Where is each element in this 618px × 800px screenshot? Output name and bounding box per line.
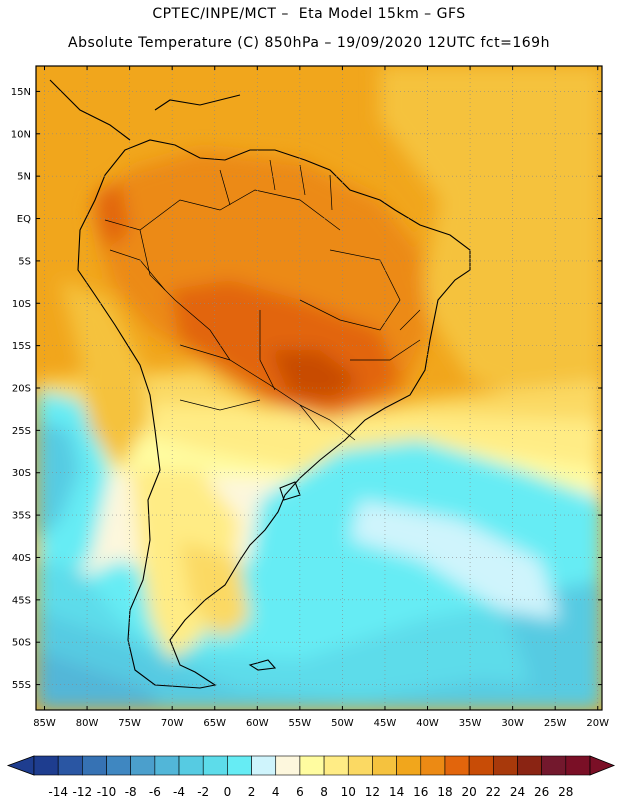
colorbar-label: -8 xyxy=(125,785,137,799)
lon-label: 45W xyxy=(374,718,397,729)
colorbar-swatch xyxy=(106,755,131,776)
colorbar-swatch xyxy=(251,755,277,776)
colorbar xyxy=(6,755,616,776)
lat-label: 10N xyxy=(11,129,31,140)
colorbar-label: 0 xyxy=(224,785,232,799)
lon-label: 65W xyxy=(203,718,226,729)
axis-ticks xyxy=(36,66,602,710)
map-title-line-1: CPTEC/INPE/MCT – Eta Model 15km – GFS xyxy=(152,6,466,22)
colorbar-swatch xyxy=(541,755,567,776)
colorbar-label: 6 xyxy=(296,785,304,799)
map-title-line-2: Absolute Temperature (C) 850hPa – 19/09/… xyxy=(68,35,550,51)
lon-label: 25W xyxy=(544,718,567,729)
colorbar-label: 10 xyxy=(341,785,356,799)
colorbar-swatch xyxy=(130,755,156,776)
lon-label: 80W xyxy=(76,718,99,729)
colorbar-swatch xyxy=(323,755,349,776)
lon-label: 30W xyxy=(501,718,524,729)
lat-label: 20S xyxy=(12,384,31,395)
colorbar-label: 26 xyxy=(534,785,549,799)
colorbar-label: 4 xyxy=(272,785,280,799)
coastline xyxy=(49,79,471,689)
lon-label: 50W xyxy=(331,718,354,729)
colorbar-label: 22 xyxy=(486,785,501,799)
lat-label: 15S xyxy=(12,341,31,352)
colorbar-swatch xyxy=(154,755,180,776)
colorbar-labels: -14 -12 -10 -8 -6 -4 -2 0 2 4 6 8 10 12 14 16 18 20 22 24 26… xyxy=(48,785,573,799)
colorbar-label: -2 xyxy=(197,785,209,799)
colorbar-label: 24 xyxy=(510,785,525,799)
lon-label: 85W xyxy=(33,718,56,729)
colorbar-swatch xyxy=(299,755,325,776)
colorbar-swatch xyxy=(396,755,422,776)
colorbar-swatch xyxy=(178,755,204,776)
lat-label: 5S xyxy=(18,256,31,267)
colorbar-label: 14 xyxy=(389,785,404,799)
colorbar-swatch xyxy=(57,755,83,776)
lat-label: EQ xyxy=(17,214,31,225)
lon-label: 70W xyxy=(161,718,184,729)
colorbar-swatch xyxy=(468,755,494,776)
colorbar-label: -4 xyxy=(173,785,185,799)
lon-label: 55W xyxy=(289,718,312,729)
lat-label: 45S xyxy=(12,595,31,606)
country-borders xyxy=(104,159,421,441)
colorbar-under-arrow xyxy=(6,755,35,776)
lat-label: 5N xyxy=(17,172,31,183)
colorbar-swatch xyxy=(227,755,252,776)
colorbar-label: -14 xyxy=(48,785,68,799)
colorbar-label: 8 xyxy=(320,785,328,799)
lat-label: 40S xyxy=(12,553,31,564)
graticule xyxy=(36,66,602,710)
colorbar-swatch xyxy=(202,755,228,776)
temperature-field xyxy=(36,66,602,710)
colorbar-swatch xyxy=(517,755,542,776)
colorbar-label: 18 xyxy=(437,785,452,799)
lat-label: 30S xyxy=(12,468,31,479)
colorbar-swatch xyxy=(372,755,397,776)
colorbar-swatch xyxy=(347,755,373,776)
colorbar-swatch xyxy=(275,755,301,776)
colorbar-swatch xyxy=(565,755,591,776)
colorbar-label: 12 xyxy=(365,785,380,799)
colorbar-label: 28 xyxy=(558,785,573,799)
lat-label: 15N xyxy=(11,87,31,98)
map-frame xyxy=(35,65,603,711)
lat-label: 10S xyxy=(12,299,31,310)
lon-label: 40W xyxy=(416,718,439,729)
colorbar-swatch xyxy=(444,755,470,776)
colorbar-over-arrow xyxy=(589,755,616,776)
lat-label: 55S xyxy=(12,680,31,691)
colorbar-label: -12 xyxy=(73,785,93,799)
colorbar-label: -10 xyxy=(97,785,117,799)
colorbar-label: 16 xyxy=(413,785,428,799)
colorbar-swatch xyxy=(82,755,107,776)
lon-label: 75W xyxy=(118,718,141,729)
latitude-labels: 15N 10N 5N EQ 5S 10S 15S 20S 25S 30S 35S 40S 45S 50S 5… xyxy=(11,87,31,691)
colorbar-swatch xyxy=(33,755,59,776)
lat-label: 35S xyxy=(12,511,31,522)
colorbar-label: -6 xyxy=(149,785,161,799)
colorbar-swatch xyxy=(493,755,518,776)
colorbar-label: 2 xyxy=(248,785,256,799)
colorbar-swatch xyxy=(420,755,446,776)
lon-label: 35W xyxy=(459,718,482,729)
lon-label: 60W xyxy=(246,718,269,729)
lat-label: 25S xyxy=(12,426,31,437)
lon-label: 20W xyxy=(586,718,609,729)
longitude-labels: 85W 80W 75W 70W 65W 60W 55W 50W 45W 40W 35W 30W 25W 2… xyxy=(33,718,609,729)
colorbar-label: 20 xyxy=(461,785,476,799)
lat-label: 50S xyxy=(12,638,31,649)
